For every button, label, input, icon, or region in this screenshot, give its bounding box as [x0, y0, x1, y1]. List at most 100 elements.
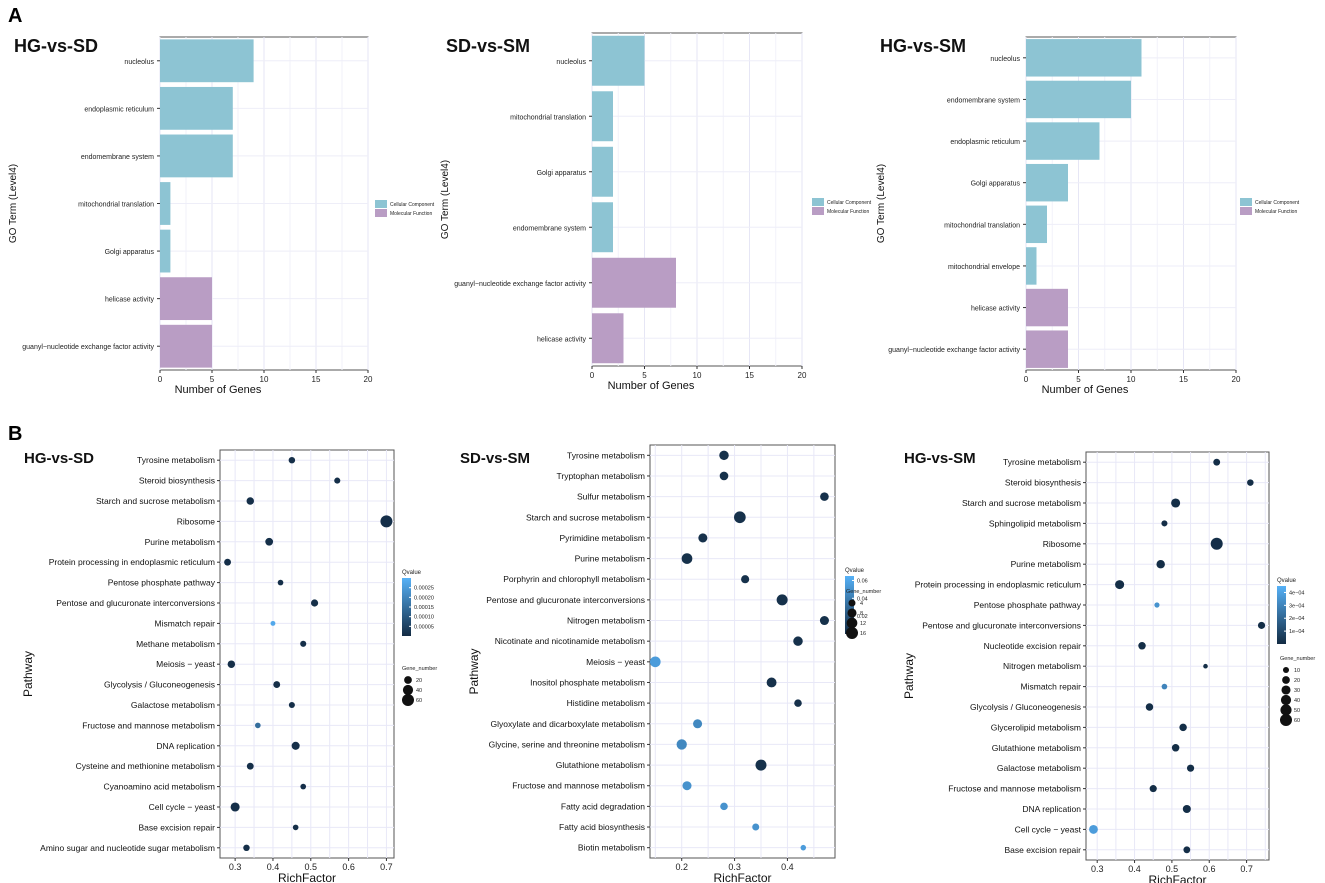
data-point: [288, 456, 296, 464]
size-legend-label: 20: [416, 678, 422, 684]
legend-swatch: [1240, 198, 1252, 206]
data-point: [800, 844, 807, 851]
y-tick-label: Nicotinate and nicotinamide metabolism: [495, 636, 645, 646]
x-tick-label: 0.5: [305, 862, 318, 872]
data-point: [1161, 520, 1168, 527]
size-legend-label: 40: [416, 688, 422, 694]
y-tick-label: Sphingolipid metabolism: [989, 518, 1081, 528]
data-point: [734, 511, 746, 524]
x-tick-label: 0.3: [1091, 864, 1104, 874]
y-tick-label: Fatty acid degradation: [561, 801, 645, 811]
dot-chart-5: Tyrosine metabolism Tryptophan metabolism…: [460, 444, 881, 883]
x-tick-label: 0.4: [267, 862, 280, 872]
colorbar-tick-label: 2e−04: [1289, 616, 1304, 622]
y-tick-label: Ribosome: [1043, 539, 1082, 549]
data-point: [1138, 642, 1146, 650]
y-axis-label: Pathway: [902, 653, 916, 699]
bar-chart-1: nucleolus endoplasmic reticulum endomembra…: [8, 36, 435, 396]
x-axis-label: RichFactor: [713, 871, 771, 883]
legend-label: Molecular Function: [390, 211, 432, 217]
data-point: [1156, 559, 1165, 569]
data-point: [277, 579, 284, 586]
chart-title: HG-vs-SM: [880, 36, 966, 56]
data-point: [1145, 703, 1154, 711]
y-tick-label: mitochondrial translation: [510, 114, 586, 121]
legend-label: Cellular Component: [390, 202, 435, 208]
size-legend-label: 50: [1294, 708, 1300, 714]
x-tick-label: 20: [364, 375, 373, 384]
legend-label: Cellular Component: [1255, 200, 1300, 206]
data-point: [776, 594, 788, 606]
x-axis-label: Number of Genes: [608, 380, 695, 392]
y-tick-label: Tyrosine metabolism: [137, 455, 215, 465]
data-point: [719, 471, 729, 481]
bar: [592, 313, 624, 364]
colorbar-tick-label: 0.00005: [414, 624, 434, 630]
data-point: [755, 759, 767, 771]
data-point: [719, 450, 729, 461]
data-point: [380, 515, 393, 528]
y-tick-label: Histidine metabolism: [567, 698, 645, 708]
y-tick-label: nucleolus: [124, 59, 154, 66]
size-legend-dot: [1280, 714, 1292, 726]
legend-swatch: [812, 198, 824, 206]
data-point: [720, 802, 728, 811]
data-point: [819, 615, 829, 626]
qvalue-legend-title: Qvalue: [1277, 578, 1297, 584]
y-tick-label: Purine metabolism: [1011, 559, 1081, 569]
y-tick-label: Pentose and glucuronate interconversions: [56, 598, 215, 608]
data-point: [243, 844, 250, 852]
bar: [592, 35, 645, 86]
y-tick-label: Porphyrin and chlorophyll metabolism: [503, 574, 645, 584]
x-tick-label: 15: [312, 375, 321, 384]
data-point: [752, 823, 760, 831]
data-point: [676, 739, 687, 750]
y-tick-label: Galactose metabolism: [997, 763, 1081, 773]
x-tick-label: 5: [642, 371, 647, 380]
y-tick-label: mitochondrial translation: [944, 222, 1020, 229]
x-tick-label: 15: [1179, 375, 1188, 384]
size-legend-title: Gene_number: [1280, 656, 1315, 662]
y-tick-label: Pentose phosphate pathway: [108, 578, 216, 588]
colorbar-tick-label: 0.00020: [414, 595, 434, 601]
size-legend-dot: [402, 694, 414, 706]
data-point: [265, 537, 274, 546]
y-tick-label: Sulfur metabolism: [577, 492, 645, 502]
colorbar-tick-label: 0.00010: [414, 615, 434, 621]
y-tick-label: Glutathione metabolism: [992, 743, 1081, 753]
qvalue-legend-title: Qvalue: [402, 570, 422, 576]
data-point: [1171, 498, 1181, 508]
y-tick-label: Tyrosine metabolism: [1003, 457, 1081, 467]
y-tick-label: helicase activity: [971, 306, 1021, 313]
y-tick-label: Cell cycle − yeast: [149, 802, 216, 812]
y-tick-label: mitochondrial translation: [78, 202, 154, 209]
panel-label-a: A: [8, 5, 22, 27]
legend-swatch: [812, 207, 824, 215]
data-point: [682, 781, 692, 791]
y-tick-label: nucleolus: [556, 59, 586, 66]
x-tick-label: 0: [1024, 375, 1029, 384]
size-legend-dot: [402, 684, 414, 696]
data-point: [1089, 824, 1098, 834]
size-legend-dot: [846, 627, 858, 639]
size-legend-label: 30: [1294, 688, 1300, 694]
bar-chart-3: nucleolus endomembrane system endoplasmic …: [876, 36, 1300, 396]
bar: [592, 257, 676, 308]
x-tick-label: 10: [693, 371, 702, 380]
y-tick-label: endomembrane system: [513, 225, 586, 232]
y-tick-label: Glycolysis / Gluconeogenesis: [970, 702, 1081, 712]
y-axis-label: GO Term (Level4): [440, 160, 451, 239]
y-tick-label: Glyoxylate and dicarboxylate metabolism: [491, 719, 646, 729]
y-tick-label: Base excision repair: [1004, 845, 1081, 855]
data-point: [224, 558, 231, 566]
y-tick-label: Glycolysis / Gluconeogenesis: [104, 680, 215, 690]
plot-panel: [649, 444, 836, 859]
y-tick-label: Steroid biosynthesis: [139, 476, 215, 486]
data-point: [693, 719, 703, 729]
y-tick-label: nucleolus: [990, 56, 1020, 63]
bar-chart-2: nucleolus mitochondrial translation Golgi …: [440, 32, 872, 392]
data-point: [820, 492, 829, 501]
data-point: [273, 681, 281, 689]
y-axis-label: Pathway: [21, 651, 35, 697]
bar: [1026, 330, 1068, 368]
